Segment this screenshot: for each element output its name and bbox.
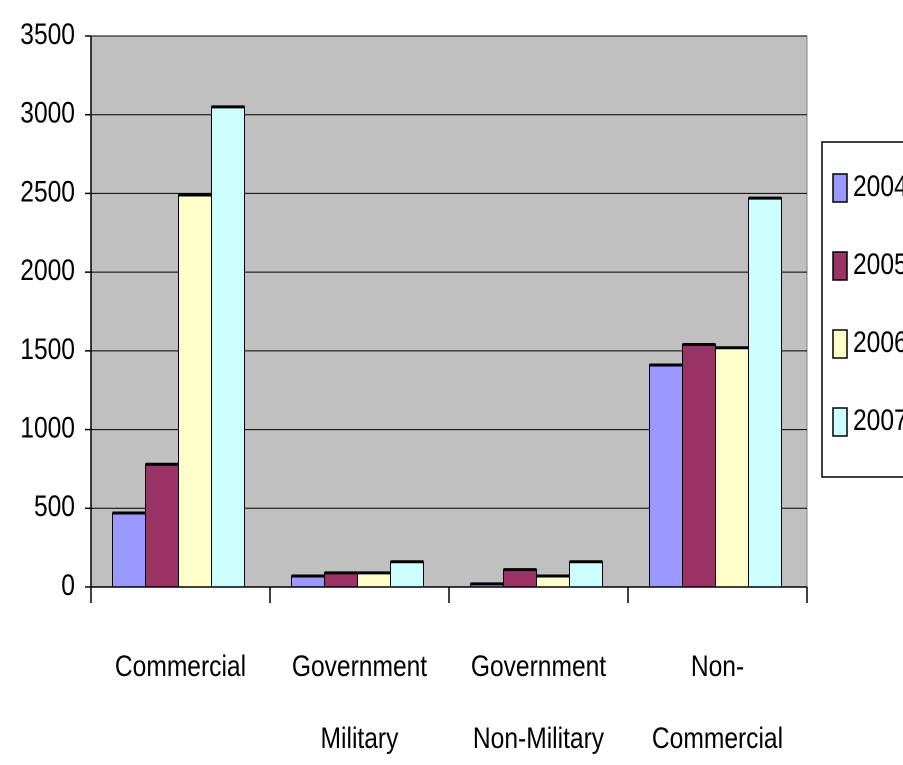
y-tick-labels: 0 500 1000 1500 2000 2500 3000 3500 — [20, 17, 75, 602]
bar-2006-0 — [178, 194, 212, 588]
legend-label-2005: 2005 — [853, 247, 903, 281]
y-tick-label: 3000 — [20, 95, 75, 129]
y-tick-label: 2000 — [20, 253, 75, 287]
category-label: Military — [321, 721, 399, 755]
legend-label-2004: 2004 — [853, 169, 903, 203]
bar-2006-3 — [715, 347, 749, 588]
bar-2007-3 — [748, 197, 782, 588]
category-label: Non-Military — [473, 721, 604, 755]
category-label: Commercial — [115, 649, 246, 683]
y-tick-label: 2500 — [20, 174, 75, 208]
legend-swatch-2006 — [832, 329, 848, 359]
bar-2006-2 — [536, 575, 570, 588]
category-label: Non- — [691, 649, 744, 683]
bars — [90, 105, 808, 603]
bar-2005-3 — [682, 344, 716, 588]
legend: 2004 2005 2006 2007 — [821, 141, 903, 478]
y-tick-label: 500 — [34, 489, 75, 523]
y-tick-label: 1500 — [20, 331, 75, 365]
category-label: Government — [471, 649, 607, 683]
category-label: Commercial — [652, 721, 783, 755]
legend-label-2007: 2007 — [853, 403, 903, 437]
legend-swatch-2005 — [832, 251, 848, 281]
legend-label-2006: 2006 — [853, 325, 903, 359]
bar-2005-0 — [145, 463, 179, 588]
legend-swatch-2007 — [832, 407, 848, 437]
bar-2007-2 — [569, 561, 603, 588]
bar-2007-0 — [211, 106, 245, 588]
bar-2007-1 — [390, 561, 424, 588]
bar-2005-1 — [324, 572, 358, 588]
bar-2006-1 — [357, 572, 391, 588]
category-labels: Commercial Government Military Government No… — [115, 649, 783, 755]
category-label: Government — [292, 649, 428, 683]
y-tick-label: 0 — [61, 568, 75, 602]
bar-2004-1 — [291, 575, 325, 588]
bar-2004-0 — [112, 512, 146, 588]
bar-2005-2 — [503, 569, 537, 588]
axes — [90, 36, 807, 588]
bar-2004-3 — [649, 364, 683, 588]
legend-swatch-2004 — [832, 173, 848, 203]
y-tick-label: 1000 — [20, 410, 75, 444]
y-tick-label: 3500 — [20, 17, 75, 51]
